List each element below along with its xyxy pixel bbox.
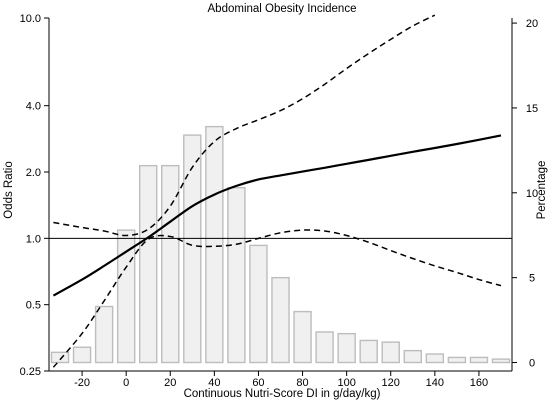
x-tick-label: -20 <box>74 377 90 389</box>
series-upper-ci <box>53 14 436 237</box>
y-right-tick-label: 5 <box>529 273 535 285</box>
histogram-bar <box>249 244 268 364</box>
y-left-tick-label: 0.5 <box>26 300 41 312</box>
y-left-axis-title: Odds Ratio <box>3 161 15 219</box>
axis-layer: -20 0 20 40 60 80 100 120 140 1600.250.51.02.04.0… <box>20 13 539 389</box>
x-tick-label: 20 <box>164 377 176 389</box>
x-tick-label: 0 <box>123 377 129 389</box>
histogram-bar <box>72 346 92 364</box>
histogram-bar <box>381 341 400 364</box>
y-right-axis-title: Percentage <box>536 161 548 220</box>
series-lower-ci <box>52 229 502 368</box>
histogram-bar <box>293 310 312 364</box>
histogram-bar <box>138 164 158 364</box>
y-left-tick-label: 2.0 <box>26 167 41 179</box>
histogram-bar <box>425 353 445 364</box>
x-tick-label: 160 <box>470 377 488 389</box>
chart-title: Abdominal Obesity Incidence <box>208 3 357 15</box>
y-right-tick-label: 15 <box>526 103 538 115</box>
series-estimate <box>52 134 502 297</box>
x-axis-title: Continuous Nutri-Score DI in g/day/kg) <box>184 388 381 400</box>
y-left-tick-label: 0.25 <box>20 366 41 378</box>
histogram-bar <box>337 332 356 364</box>
histogram-bar <box>227 187 246 364</box>
histogram-bar <box>491 358 511 364</box>
y-right-tick-label: 20 <box>526 18 538 30</box>
y-left-tick-label: 1.0 <box>26 233 41 245</box>
x-tick-label: 40 <box>208 377 220 389</box>
x-tick-label: 100 <box>337 377 355 389</box>
histogram-bar <box>116 229 136 364</box>
histogram-bar <box>447 356 467 364</box>
histogram-bar <box>469 356 489 364</box>
x-tick-label: 120 <box>382 377 400 389</box>
curve-layer <box>52 14 502 368</box>
histogram-bar <box>403 349 423 364</box>
histogram-bar <box>271 276 290 364</box>
y-right-tick-label: 0 <box>529 358 535 370</box>
histogram-bar <box>94 305 114 364</box>
histogram-layer <box>50 125 511 364</box>
y-right-tick-label: 10 <box>526 188 538 200</box>
x-tick-label: 80 <box>296 377 308 389</box>
x-tick-label: 60 <box>252 377 264 389</box>
y-left-tick-label: 4.0 <box>26 101 41 113</box>
histogram-bar <box>161 164 180 364</box>
y-left-tick-label: 10.0 <box>20 13 41 25</box>
histogram-bar <box>315 331 334 364</box>
histogram-bar <box>359 339 378 364</box>
histogram-bar <box>183 134 202 364</box>
x-tick-label: 140 <box>426 377 444 389</box>
histogram-bar <box>205 125 224 364</box>
histogram-bar <box>50 351 70 364</box>
